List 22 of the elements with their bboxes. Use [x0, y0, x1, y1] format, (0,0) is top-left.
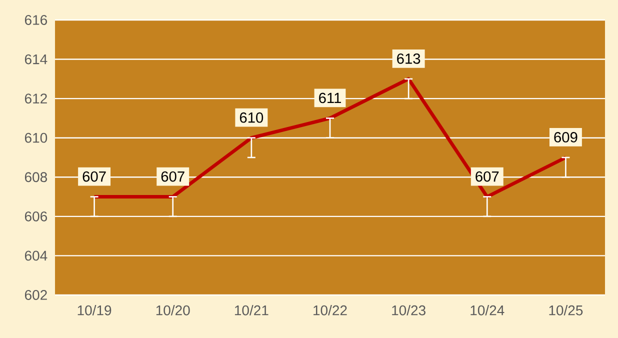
data-label: 609 — [554, 132, 578, 142]
x-tick-label: 10/24 — [470, 305, 504, 316]
x-tick-label: 10/23 — [392, 305, 426, 316]
y-tick-label: 616 — [24, 15, 48, 25]
x-tick-label: 10/19 — [78, 305, 112, 316]
data-label: 607 — [161, 171, 184, 182]
x-tick-label: 10/20 — [156, 305, 190, 316]
y-tick-label: 606 — [24, 211, 48, 222]
y-tick-label: 608 — [24, 172, 48, 182]
data-label: 607 — [82, 171, 106, 182]
y-tick-label: 602 — [24, 290, 47, 300]
x-tick-label: 10/22 — [314, 305, 347, 316]
y-tick-label: 610 — [24, 132, 48, 143]
data-label: 610 — [240, 112, 264, 123]
data-label: 613 — [397, 53, 420, 64]
y-tick-label: 612 — [24, 94, 47, 104]
x-tick-label: 10/21 — [234, 305, 268, 316]
y-tick-label: 614 — [24, 54, 48, 64]
y-tick-label: 604 — [24, 250, 48, 261]
data-label: 611 — [319, 92, 341, 104]
x-tick-label: 10/25 — [549, 305, 583, 316]
data-label: 607 — [476, 171, 499, 182]
